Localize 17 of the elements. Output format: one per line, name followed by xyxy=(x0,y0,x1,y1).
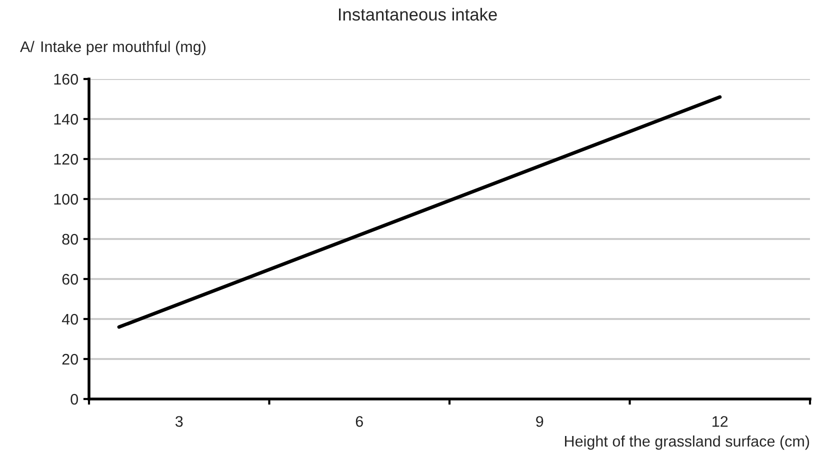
y-tick-label: 60 xyxy=(62,274,78,285)
x-tick-label: 6 xyxy=(356,416,363,427)
x-tick-label: 12 xyxy=(712,416,728,427)
y-tick-label: 40 xyxy=(62,314,78,325)
text: A/ xyxy=(20,40,34,52)
x-tick-label: 3 xyxy=(175,416,183,427)
y-tick-label: 140 xyxy=(54,114,78,125)
y-axis-title: Intake per mouthful (mg) xyxy=(41,40,206,56)
chart-title: Instantaneous intake xyxy=(338,8,497,21)
y-tick-label: 100 xyxy=(54,194,78,205)
y-tick-label: 80 xyxy=(62,234,78,245)
y-tick-label: 0 xyxy=(70,394,78,405)
x-axis-title: Height of the grassland surface (cm) xyxy=(565,435,810,450)
y-tick-label: 160 xyxy=(54,74,78,85)
y-tick-label: 20 xyxy=(62,354,78,365)
x-tick-label: 9 xyxy=(536,416,544,427)
y-tick-label: 120 xyxy=(54,154,78,165)
